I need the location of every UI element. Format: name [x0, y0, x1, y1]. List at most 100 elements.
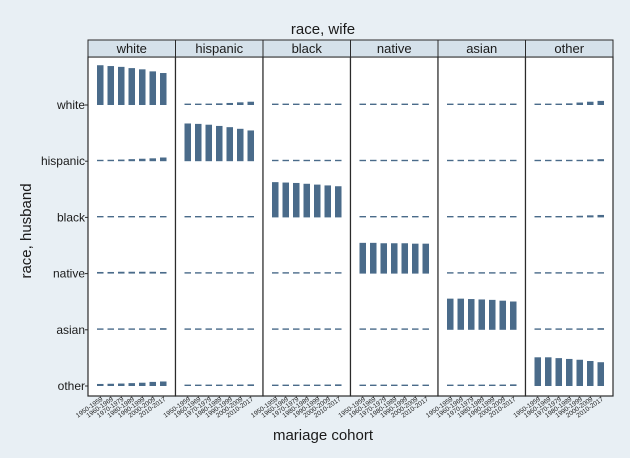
bar-other-black-1960-1969 [282, 384, 290, 386]
bar-other-white-1970-1979 [118, 383, 125, 386]
y-axis-title: race, husband [18, 183, 35, 278]
bar-asian-other-2000-2009 [587, 328, 594, 330]
chart-title: race, wife [291, 21, 355, 38]
bar-asian-other-1970-1979 [555, 328, 563, 330]
bar-other-asian-1970-1979 [468, 384, 475, 386]
bar-asian-hispanic-1970-1979 [205, 328, 213, 330]
bar-native-black-1990-1999 [314, 272, 321, 274]
bar-white-other-1950-1959 [534, 103, 542, 105]
bar-white-other-1990-1999 [576, 102, 584, 105]
bar-other-other-1950-1959 [534, 357, 542, 386]
bar-hispanic-hispanic-2010-2017 [247, 130, 255, 162]
bar-other-native-1970-1979 [380, 384, 388, 386]
bar-native-other-2010-2017 [597, 272, 605, 274]
bar-other-hispanic-2000-2009 [237, 384, 244, 386]
bar-white-other-1970-1979 [555, 103, 563, 105]
bar-native-hispanic-2000-2009 [237, 272, 244, 274]
bar-asian-native-1960-1969 [370, 328, 377, 330]
bar-native-native-2000-2009 [412, 243, 419, 274]
bar-black-other-1950-1959 [534, 216, 542, 218]
bar-other-black-1980-1989 [303, 384, 311, 386]
bar-asian-asian-1990-1999 [489, 299, 496, 330]
bar-white-asian-1980-1989 [478, 103, 486, 105]
bar-white-black-1980-1989 [303, 103, 311, 105]
bar-native-hispanic-1950-1959 [184, 272, 192, 274]
bar-hispanic-other-1960-1969 [545, 159, 552, 162]
bar-other-white-2010-2017 [160, 381, 167, 386]
bar-asian-white-2010-2017 [160, 328, 167, 330]
bar-other-other-1970-1979 [555, 358, 563, 386]
bar-other-native-1950-1959 [359, 384, 367, 386]
bar-asian-hispanic-2010-2017 [247, 328, 255, 330]
bar-asian-black-1990-1999 [314, 328, 321, 330]
bar-other-black-1970-1979 [293, 384, 300, 386]
bar-other-native-1990-1999 [401, 384, 409, 386]
bar-black-native-1950-1959 [359, 216, 367, 218]
bar-black-white-1980-1989 [128, 216, 136, 218]
bar-native-other-1990-1999 [576, 272, 584, 274]
bar-native-asian-1990-1999 [489, 272, 496, 274]
bar-asian-native-2000-2009 [412, 328, 419, 330]
bar-hispanic-black-1970-1979 [293, 159, 300, 162]
bar-native-hispanic-1980-1989 [216, 272, 223, 274]
bar-hispanic-asian-2000-2009 [499, 159, 507, 162]
bar-native-other-2000-2009 [587, 272, 594, 274]
bar-native-black-2000-2009 [324, 272, 332, 274]
bar-black-hispanic-1980-1989 [216, 216, 223, 218]
row-label-hispanic: hispanic [41, 154, 85, 168]
bar-native-black-1970-1979 [293, 272, 300, 274]
bar-hispanic-other-1970-1979 [555, 159, 563, 162]
bar-asian-hispanic-2000-2009 [237, 328, 244, 330]
bar-white-native-1960-1969 [370, 103, 377, 105]
bar-black-hispanic-2010-2017 [247, 216, 255, 218]
bar-hispanic-hispanic-1990-1999 [226, 127, 234, 162]
bar-black-black-2000-2009 [324, 185, 332, 218]
bar-native-native-1980-1989 [391, 243, 398, 274]
bar-asian-asian-1960-1969 [457, 298, 465, 330]
bar-asian-black-2010-2017 [335, 328, 342, 330]
bar-white-black-1990-1999 [314, 103, 321, 105]
bar-native-asian-2000-2009 [499, 272, 507, 274]
bar-white-asian-1960-1969 [457, 103, 465, 105]
bar-native-black-1950-1959 [272, 272, 279, 274]
bar-native-hispanic-1970-1979 [205, 272, 213, 274]
bar-asian-other-1960-1969 [545, 328, 552, 330]
bar-asian-hispanic-1960-1969 [195, 328, 202, 330]
bar-asian-hispanic-1980-1989 [216, 328, 223, 330]
panel-header-label-native: native [377, 41, 412, 56]
bar-other-white-2000-2009 [149, 381, 157, 386]
bar-asian-native-1970-1979 [380, 328, 388, 330]
bar-asian-black-2000-2009 [324, 328, 332, 330]
bar-asian-native-1950-1959 [359, 328, 367, 330]
bar-hispanic-white-2000-2009 [149, 158, 157, 162]
panel-header-label-asian: asian [466, 41, 497, 56]
bar-asian-asian-2000-2009 [499, 300, 507, 330]
bar-black-white-1970-1979 [118, 216, 125, 218]
bar-white-hispanic-2000-2009 [237, 102, 244, 105]
bar-black-other-1960-1969 [545, 216, 552, 218]
bar-hispanic-white-1970-1979 [118, 159, 125, 162]
bar-native-native-1970-1979 [380, 243, 388, 274]
bar-other-white-1960-1969 [107, 383, 115, 386]
bar-hispanic-other-1980-1989 [566, 159, 573, 162]
bar-white-native-1970-1979 [380, 103, 388, 105]
bar-hispanic-hispanic-1970-1979 [205, 124, 213, 162]
bar-asian-native-1980-1989 [391, 328, 398, 330]
bar-hispanic-black-2000-2009 [324, 159, 332, 162]
bar-hispanic-asian-1990-1999 [489, 159, 496, 162]
bar-white-hispanic-2010-2017 [247, 101, 255, 105]
bar-black-native-1980-1989 [391, 216, 398, 218]
bar-black-other-2000-2009 [587, 215, 594, 218]
bar-native-asian-1970-1979 [468, 272, 475, 274]
bar-black-hispanic-1960-1969 [195, 216, 202, 218]
bar-asian-native-2010-2017 [422, 328, 430, 330]
bar-hispanic-native-1980-1989 [391, 159, 398, 162]
bar-hispanic-native-2000-2009 [412, 159, 419, 162]
bar-hispanic-white-1960-1969 [107, 159, 115, 162]
bar-white-other-1960-1969 [545, 103, 552, 105]
bar-hispanic-white-1980-1989 [128, 159, 136, 162]
bar-hispanic-asian-1970-1979 [468, 159, 475, 162]
bar-black-black-1990-1999 [314, 184, 321, 218]
bar-native-asian-1960-1969 [457, 272, 465, 274]
bar-other-other-1990-1999 [576, 359, 584, 386]
